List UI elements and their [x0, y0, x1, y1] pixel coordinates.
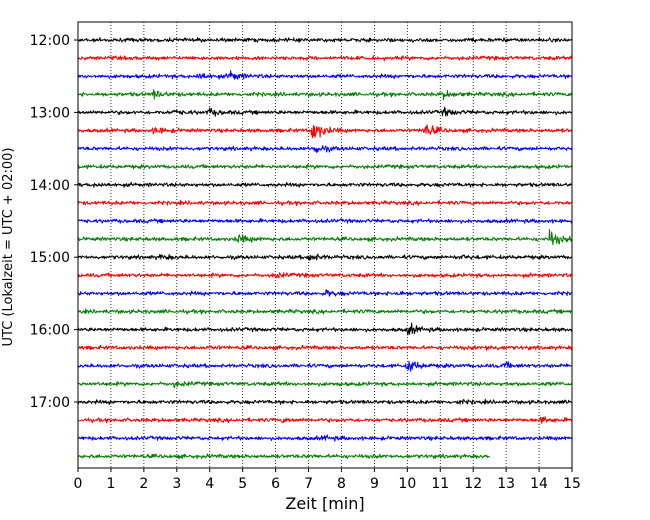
- x-tick-label: 12: [464, 476, 482, 492]
- trace-17:30: [77, 434, 573, 442]
- x-tick-label: 11: [431, 476, 449, 492]
- trace-14:00: [77, 181, 573, 188]
- trace-14:45: [77, 229, 573, 246]
- x-axis-label: Zeit [min]: [285, 494, 364, 513]
- x-tick-label: 1: [106, 476, 115, 492]
- trace-16:15: [77, 344, 573, 351]
- trace-12:30: [77, 70, 573, 80]
- trace-12:00: [77, 37, 573, 43]
- trace-14:15: [77, 199, 573, 207]
- trace-17:45: [77, 453, 491, 460]
- x-axis-ticks: 0 1 2 3 4 5 6 7 8 9 10 11 12 13 14 15: [74, 468, 581, 492]
- trace-13:15: [77, 124, 573, 139]
- trace-13:45: [77, 163, 573, 170]
- x-tick-label: 13: [497, 476, 515, 492]
- trace-17:15: [77, 416, 573, 424]
- seismic-traces: [77, 37, 573, 460]
- y-tick-label: 15:00: [30, 250, 70, 266]
- y-tick-label: 12:00: [30, 33, 70, 49]
- x-tick-label: 9: [370, 476, 379, 492]
- x-tick-label: 0: [74, 476, 83, 492]
- trace-17:00: [77, 398, 573, 406]
- trace-16:45: [77, 380, 573, 388]
- trace-15:15: [77, 272, 573, 279]
- trace-12:45: [77, 89, 573, 101]
- x-tick-label: 2: [139, 476, 148, 492]
- x-tick-label: 15: [563, 476, 581, 492]
- x-tick-label: 6: [271, 476, 280, 492]
- trace-15:30: [77, 289, 573, 297]
- x-tick-label: 3: [172, 476, 181, 492]
- y-axis-label: UTC (Lokalzeit = UTC + 02:00): [1, 148, 16, 347]
- y-tick-label: 17:00: [30, 395, 70, 411]
- trace-14:30: [77, 218, 573, 224]
- x-tick-label: 10: [398, 476, 416, 492]
- y-tick-label: 13:00: [30, 105, 70, 121]
- y-tick-label: 16:00: [30, 323, 70, 339]
- y-axis-ticks: 12:00 13:00 14:00 15:00 16:00 17:00: [30, 33, 78, 411]
- y-tick-label: 14:00: [30, 178, 70, 194]
- x-tick-label: 5: [238, 476, 247, 492]
- trace-13:00: [77, 106, 573, 117]
- trace-12:15: [77, 55, 573, 62]
- x-tick-label: 14: [530, 476, 548, 492]
- grid-lines: [110, 22, 540, 468]
- trace-15:45: [77, 308, 573, 315]
- x-tick-label: 7: [304, 476, 313, 492]
- x-tick-label: 8: [337, 476, 346, 492]
- x-tick-label: 4: [205, 476, 214, 492]
- trace-16:30: [77, 360, 573, 372]
- trace-15:00: [77, 253, 573, 261]
- plot-frame: [77, 21, 573, 469]
- trace-16:00: [77, 322, 573, 336]
- trace-13:30: [77, 145, 573, 154]
